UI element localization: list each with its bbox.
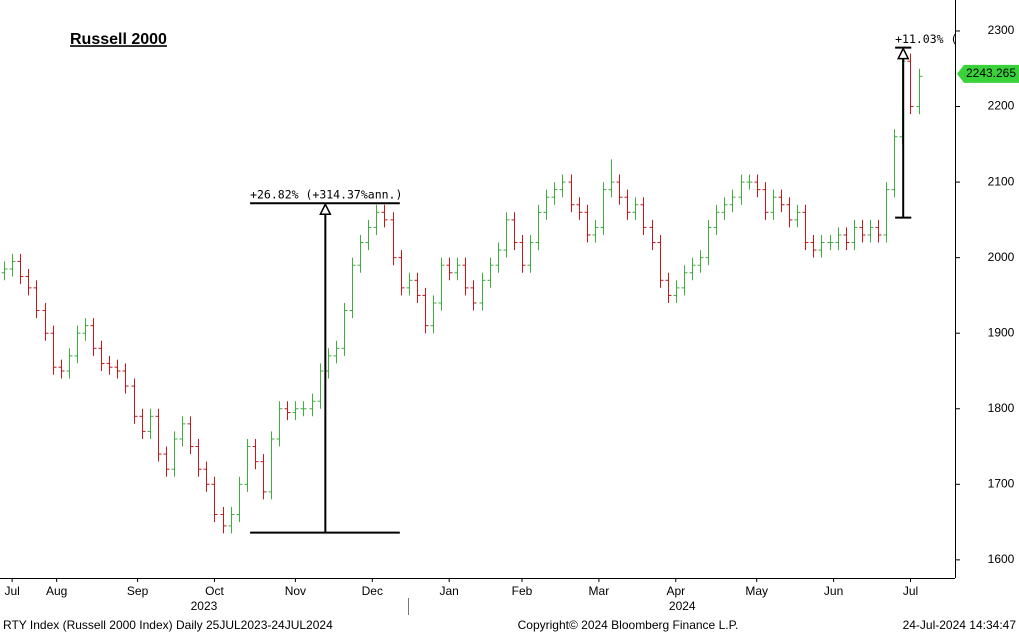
footer-right: 24-Jul-2024 14:34:47 — [903, 618, 1017, 632]
chart-title: Russell 2000 — [70, 31, 167, 48]
x-tick-label: Jul — [903, 584, 918, 598]
x-tick-label: Mar — [589, 584, 610, 598]
x-tick-label: Aug — [46, 584, 67, 598]
y-tick-label: 1800 — [988, 401, 1015, 415]
x-tick-label: Dec — [362, 584, 383, 598]
y-tick-label: 2000 — [988, 250, 1015, 264]
y-tick-label: 2100 — [988, 174, 1015, 188]
year-label: 2023 — [191, 599, 218, 613]
y-tick-label: 2200 — [988, 99, 1015, 113]
x-tick-label: Jul — [4, 584, 19, 598]
x-tick-label: Jan — [439, 584, 458, 598]
x-tick-label: Oct — [205, 584, 224, 598]
x-tick-label: Sep — [127, 584, 149, 598]
footer-center: Copyright© 2024 Bloomberg Finance L.P. — [518, 618, 739, 632]
y-tick-label: 2300 — [988, 23, 1015, 37]
annotation-arrow — [319, 202, 332, 215]
last-price-tag — [957, 64, 1019, 83]
x-tick-label: May — [745, 584, 768, 598]
y-tick-label: 1700 — [988, 476, 1015, 490]
y-tick-label: 1600 — [988, 552, 1015, 566]
x-tick-label: Apr — [666, 584, 685, 598]
x-tick-label: Nov — [285, 584, 306, 598]
year-label: 2024 — [669, 599, 696, 613]
annotation-arrow — [896, 46, 910, 60]
footer-left: RTY Index (Russell 2000 Index) Daily 25J… — [3, 618, 333, 632]
x-tick-label: Jun — [824, 584, 843, 598]
y-tick-label: 1900 — [988, 325, 1015, 339]
annotation-label: +11.03% ( — [895, 32, 957, 46]
x-tick-label: Feb — [512, 584, 533, 598]
last-price-label: 2243.265 — [966, 66, 1016, 80]
annotation-label: +26.82% (+314.37%ann.) — [250, 188, 402, 202]
